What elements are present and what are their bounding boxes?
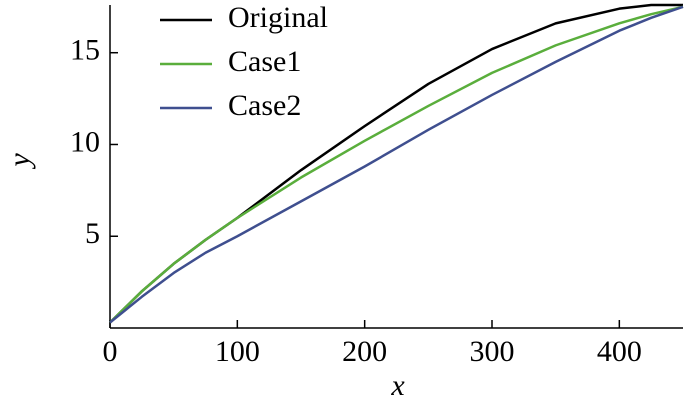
x-tick-label: 200 <box>342 335 387 368</box>
line-series <box>109 3 683 324</box>
x-tick-label: 300 <box>470 335 515 368</box>
x-tick-label: 400 <box>597 335 642 368</box>
x-tick-label: 0 <box>103 335 118 368</box>
y-axis-label: y <box>3 153 36 170</box>
y-tick-label: 5 <box>85 217 100 250</box>
x-tick-label: 100 <box>215 335 260 368</box>
y-tick-label: 10 <box>70 125 100 158</box>
y-tick-label: 15 <box>70 34 100 67</box>
legend-label: Original <box>228 1 328 34</box>
x-axis-label: x <box>390 369 405 402</box>
legend-label: Case2 <box>228 89 301 122</box>
line-series <box>109 5 684 324</box>
line-series <box>109 5 684 324</box>
legend-label: Case1 <box>228 45 301 78</box>
